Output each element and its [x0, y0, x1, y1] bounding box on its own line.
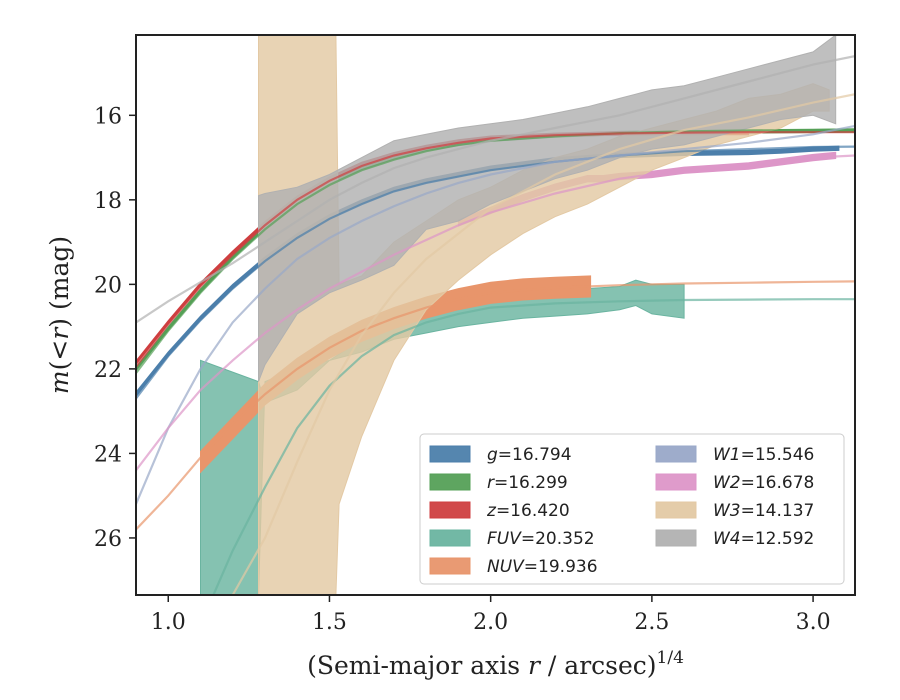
x-tick-label: 1.5 [312, 610, 347, 635]
y-tick-label: 16 [94, 104, 122, 129]
x-axis-ticks: 1.0 1.5 2.0 2.5 3.0 [151, 595, 831, 635]
y-axis-title-text: m(<r) (mag) [45, 236, 74, 394]
y-axis-ticks: 16 18 20 22 24 26 [94, 104, 136, 552]
legend-swatch-w1 [655, 445, 697, 463]
legend-swatch-w2 [655, 473, 697, 491]
legend-label-r: r=16.299 [487, 473, 568, 493]
legend-swatch-w4 [655, 529, 697, 547]
x-tick-label: 2.5 [634, 610, 669, 635]
legend-label-fuv: FUV=20.352 [487, 529, 595, 549]
x-tick-label: 2.0 [473, 610, 508, 635]
model-curve-r [136, 128, 855, 374]
x-tick-label: 1.0 [151, 610, 186, 635]
legend-swatch-fuv [429, 529, 471, 547]
x-axis-title-text: (Semi-major axis r / arcsec)1/4 [307, 648, 684, 680]
legend-swatch-nuv [429, 557, 471, 575]
legend-swatch-z [429, 501, 471, 519]
model-curve-w4 [136, 55, 855, 324]
model-curve-g [136, 145, 855, 400]
legend-label-w4: W4=12.592 [713, 529, 814, 549]
model-curve-w1 [136, 124, 855, 505]
y-axis-title: m(<r) (mag) [45, 236, 74, 394]
band-w4 [258, 35, 837, 382]
model-curves [136, 55, 855, 595]
y-tick-label: 18 [94, 189, 122, 214]
legend-label-z: z=16.420 [486, 501, 570, 521]
model-curve-nuv [136, 280, 855, 531]
legend-label-g: g=16.794 [487, 445, 572, 465]
model-curve-fuv [212, 298, 855, 595]
plot-frame [135, 34, 856, 596]
legend-label-nuv: NUV=19.936 [487, 557, 598, 577]
y-tick-label: 22 [94, 358, 122, 383]
legend-label-w3: W3=14.137 [713, 501, 814, 521]
model-curve-w3 [231, 93, 855, 595]
legend-label-w2: W2=16.678 [713, 473, 814, 493]
legend-swatch-w3 [655, 501, 697, 519]
x-axis-title: (Semi-major axis r / arcsec)1/4 [307, 648, 684, 680]
legend-box [419, 433, 845, 585]
legend: g=16.794 r=16.299 z=16.420 FUV=20.352 NUV=19… [419, 433, 845, 585]
legend-swatch-g [429, 445, 471, 463]
y-tick-label: 20 [94, 273, 122, 298]
legend-swatch-r [429, 473, 471, 491]
x-tick-label: 3.0 [796, 610, 831, 635]
y-tick-label: 26 [94, 527, 122, 552]
model-curve-w2 [136, 154, 855, 471]
model-curve-z [136, 131, 855, 368]
y-tick-label: 24 [94, 442, 122, 467]
legend-label-w1: W1=15.546 [713, 445, 814, 465]
